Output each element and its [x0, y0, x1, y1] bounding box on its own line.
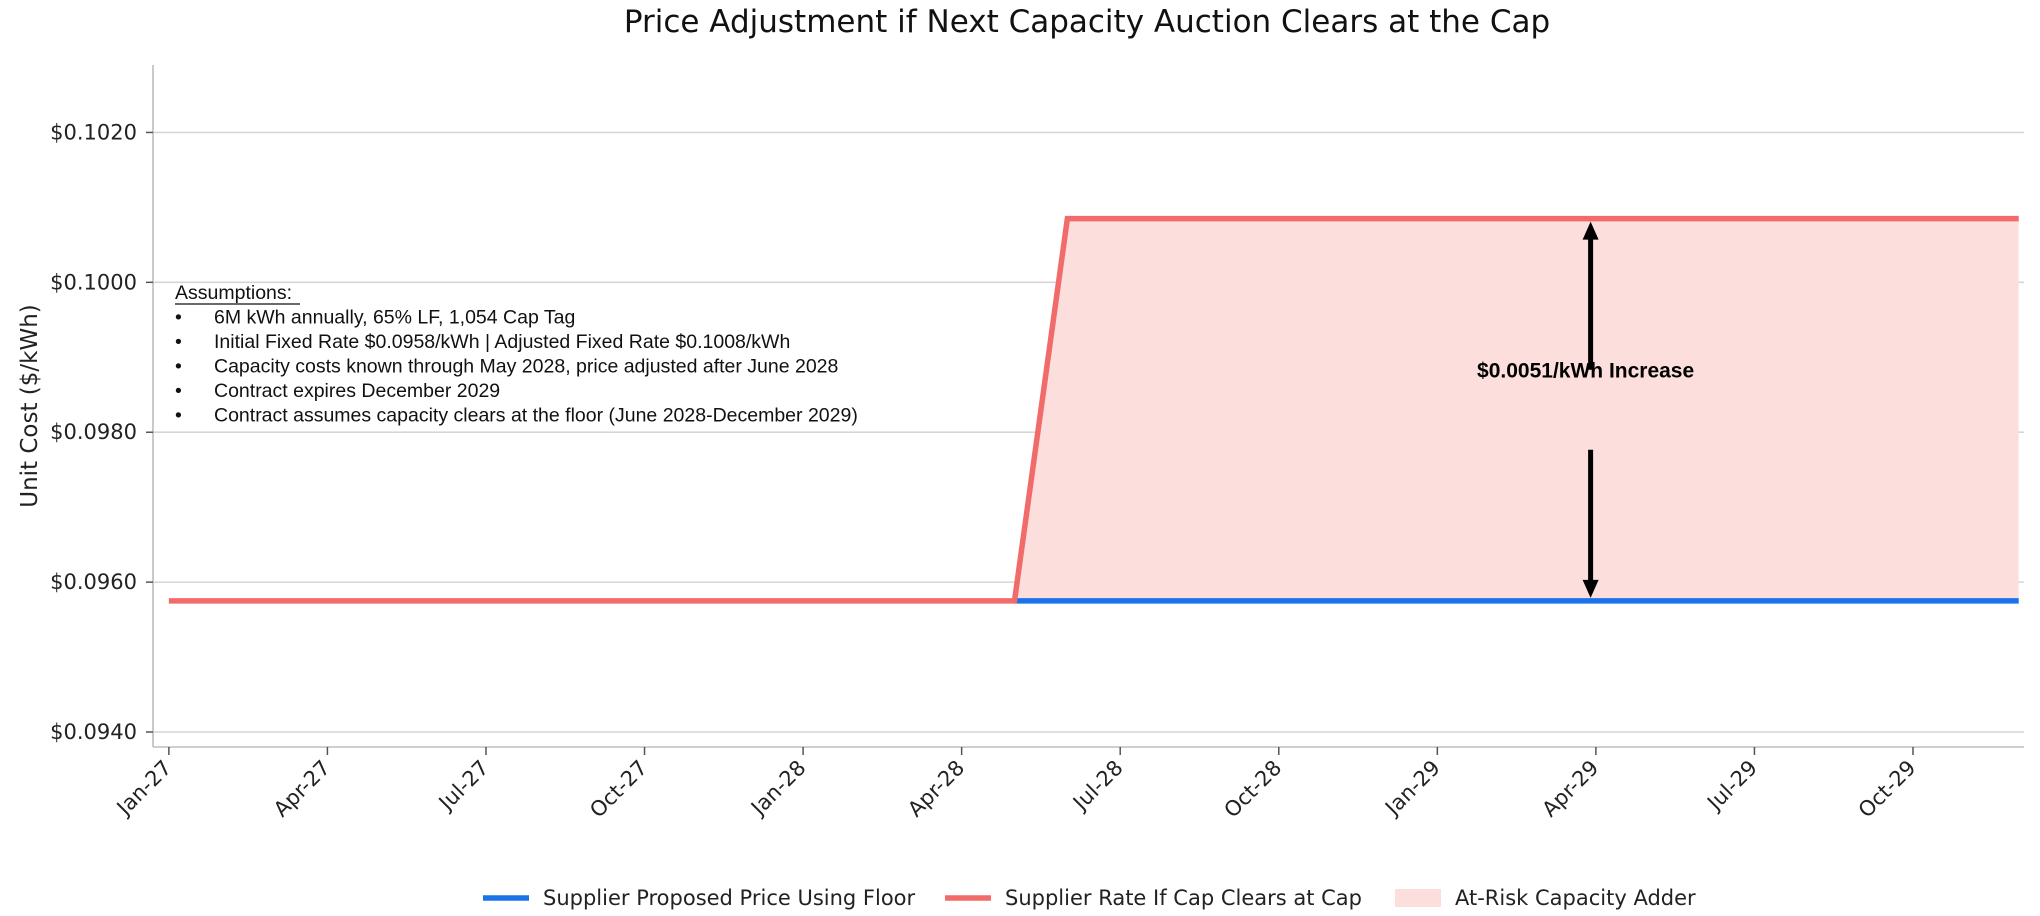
annotation-arrowhead-up	[1582, 221, 1599, 240]
x-tick-label: Jul-28	[1067, 756, 1128, 817]
at-risk-fill-area	[1014, 218, 2019, 601]
assumptions-box: Assumptions: • 6M kWh annually, 65% LF, 1,…	[175, 282, 858, 427]
assumption-bullet: •	[175, 307, 182, 329]
x-tick-label: Jul-29	[1701, 756, 1762, 817]
assumption-bullet: •	[175, 405, 182, 427]
x-tick-label: Oct-29	[1854, 756, 1921, 823]
x-axis-ticks: Jan-27 Apr-27 Jul-27 Oct-27 Jan-28 Apr-28 Jul-…	[111, 747, 1921, 822]
y-tick-label: $0.0960	[50, 570, 137, 594]
legend-label: At-Risk Capacity Adder	[1455, 886, 1696, 910]
assumption-item: Initial Fixed Rate $0.0958/kWh | Adjuste…	[214, 331, 790, 353]
x-tick-label: Jul-27	[433, 756, 494, 817]
increase-annotation: $0.0051/kWh Increase	[1477, 221, 1694, 598]
y-tick-label: $0.1020	[50, 120, 137, 144]
assumption-item: 6M kWh annually, 65% LF, 1,054 Cap Tag	[214, 307, 575, 329]
assumption-bullet: •	[175, 331, 182, 353]
annotation-label: $0.0051/kWh Increase	[1477, 360, 1694, 383]
assumption-item: Contract assumes capacity clears at the …	[214, 405, 858, 427]
x-tick-label: Oct-27	[585, 756, 652, 823]
assumption-item: Contract expires December 2029	[214, 380, 500, 402]
legend-swatch-patch	[1395, 889, 1441, 907]
y-tick-label: $0.0940	[50, 720, 137, 744]
y-tick-label: $0.1000	[50, 270, 137, 294]
series-lines	[168, 215, 2019, 604]
legend-label: Supplier Rate If Cap Clears at Cap	[1005, 886, 1362, 910]
y-tick-label: $0.0980	[50, 420, 137, 444]
x-tick-label: Jan-28	[745, 756, 811, 822]
series-line-cap	[168, 215, 2019, 604]
legend: Supplier Proposed Price Using Floor Suppl…	[483, 886, 1696, 910]
assumption-bullet: •	[175, 380, 182, 402]
y-axis-ticks: $0.0940 $0.0960 $0.0980 $0.1000 $0.1020	[50, 120, 153, 744]
assumption-item: Capacity costs known through May 2028, p…	[214, 356, 838, 378]
x-tick-label: Jan-27	[111, 756, 177, 822]
chart-title: Price Adjustment if Next Capacity Auctio…	[624, 4, 1550, 40]
x-tick-label: Apr-29	[1537, 756, 1603, 822]
assumption-bullet: •	[175, 356, 182, 378]
x-tick-label: Oct-28	[1219, 756, 1286, 823]
legend-label: Supplier Proposed Price Using Floor	[543, 886, 916, 910]
x-tick-label: Jan-29	[1379, 756, 1445, 822]
y-axis-label: Unit Cost ($/kWh)	[17, 304, 43, 508]
annotation-arrowhead-down	[1582, 579, 1599, 598]
x-tick-label: Apr-28	[903, 756, 969, 822]
x-tick-label: Apr-27	[269, 756, 335, 822]
assumptions-heading: Assumptions:	[175, 282, 292, 304]
